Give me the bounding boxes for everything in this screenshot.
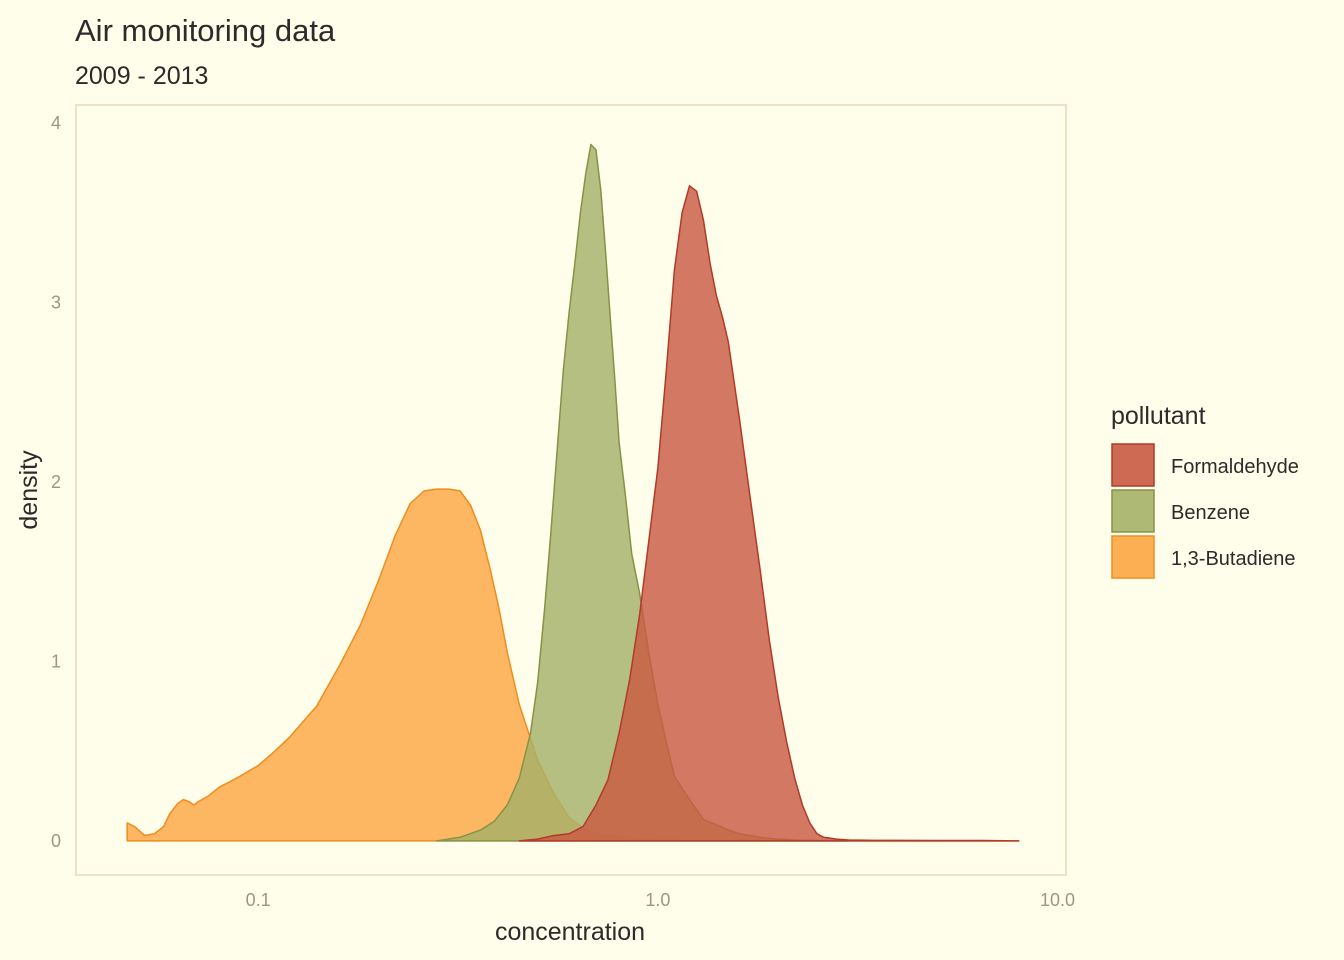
x-axis-ticks: 0.1 1.0 10.0 (246, 890, 1075, 910)
legend-title: pollutant (1111, 402, 1206, 430)
density-areas (126, 143, 1020, 842)
y-axis-ticks: 0 1 2 3 4 (51, 113, 61, 851)
legend-label: Formaldehyde (1171, 456, 1299, 478)
y-tick-label: 2 (51, 472, 61, 492)
legend-label: 1,3-Butadiene (1171, 548, 1296, 570)
x-axis-label: concentration (495, 918, 645, 946)
y-tick-label: 1 (51, 651, 61, 671)
y-axis-label: density (15, 450, 43, 530)
density-area-2 (518, 185, 1020, 842)
panel-border (75, 104, 1067, 876)
x-tick-label: 0.1 (246, 890, 271, 910)
x-tick-label: 1.0 (645, 890, 670, 910)
x-tick-label: 10.0 (1040, 890, 1075, 910)
y-tick-label: 4 (51, 113, 61, 133)
legend-swatch (1111, 489, 1155, 533)
chart-subtitle: 2009 - 2013 (75, 62, 208, 90)
legend-swatch (1111, 535, 1155, 579)
y-tick-label: 0 (51, 831, 61, 851)
legend-swatch (1111, 443, 1155, 487)
chart-title: Air monitoring data (75, 13, 336, 48)
y-tick-label: 3 (51, 292, 61, 312)
legend-label: Benzene (1171, 502, 1250, 524)
legend: pollutant Formaldehyde Benzene 1,3-Butadie… (1111, 402, 1299, 579)
